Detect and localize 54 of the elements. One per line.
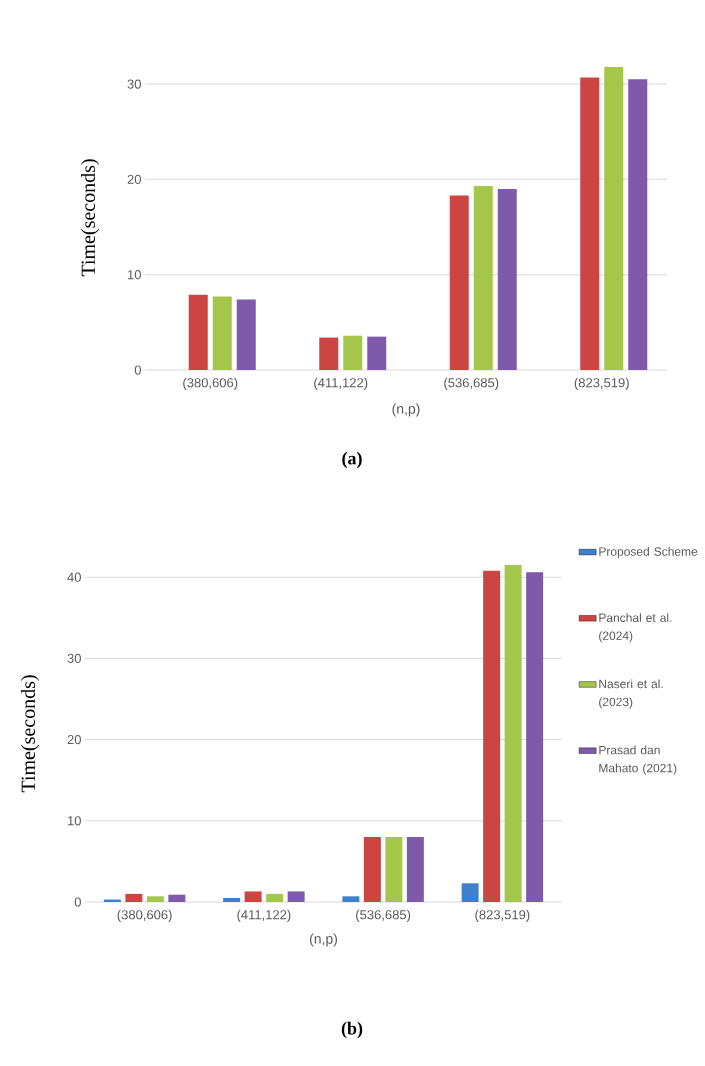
bar — [319, 337, 339, 370]
legend-label: Proposed Scheme — [599, 546, 698, 559]
bar — [266, 893, 284, 902]
bar — [342, 896, 360, 902]
y-axis-title: Time(seconds) — [20, 675, 40, 793]
text: (a) — [342, 451, 362, 469]
bar — [473, 186, 493, 370]
bar — [236, 299, 256, 370]
x-tick-label: (823,519) — [574, 377, 629, 390]
bar — [504, 565, 522, 902]
legend-label: Panchal et al. (2024) — [599, 613, 672, 643]
bar — [385, 837, 403, 902]
bar — [580, 77, 600, 370]
y-tick-label: 10 — [127, 270, 141, 280]
x-tick-label: (411,122) — [237, 909, 291, 922]
y-tick-label: 10 — [67, 816, 81, 826]
bar — [497, 188, 517, 370]
bar — [287, 891, 305, 902]
x-tick-label: (380,606) — [183, 377, 238, 390]
text: (b) — [341, 1021, 363, 1039]
legend-label: Naseri et al. (2023) — [599, 679, 663, 709]
x-tick-label: (411,122) — [314, 377, 368, 390]
bar — [628, 79, 648, 370]
y-tick-label: 40 — [67, 572, 81, 582]
bar — [168, 894, 186, 902]
bar — [212, 296, 232, 370]
y-tick-label: 20 — [67, 734, 81, 745]
bar — [449, 195, 469, 370]
y-tick-label: 0 — [74, 897, 81, 907]
y-tick-label: 0 — [134, 365, 141, 375]
bar — [483, 570, 501, 902]
x-axis-title: (n,p) — [309, 933, 338, 947]
bar — [244, 891, 262, 902]
bar — [363, 837, 381, 902]
bar — [461, 883, 479, 902]
y-tick-label: 20 — [127, 174, 141, 184]
legend-label: Prasad dan Mahato (2021) — [599, 745, 677, 775]
bar — [146, 896, 164, 902]
x-axis-title: (n,p) — [392, 403, 420, 417]
bar — [406, 837, 424, 902]
y-tick-label: 30 — [67, 653, 81, 663]
x-tick-label: (380,606) — [117, 909, 172, 922]
x-tick-label: (823,519) — [475, 909, 530, 922]
x-tick-label: (536,685) — [356, 909, 411, 922]
bar — [367, 336, 387, 370]
bar — [188, 294, 208, 370]
bar — [343, 335, 363, 370]
y-axis-title: Time(seconds) — [80, 159, 100, 277]
bar — [526, 572, 544, 902]
x-tick-label: (536,685) — [444, 377, 499, 390]
bar — [125, 893, 143, 902]
bar — [223, 897, 241, 902]
bar — [604, 66, 624, 370]
y-tick-label: 30 — [127, 79, 141, 89]
